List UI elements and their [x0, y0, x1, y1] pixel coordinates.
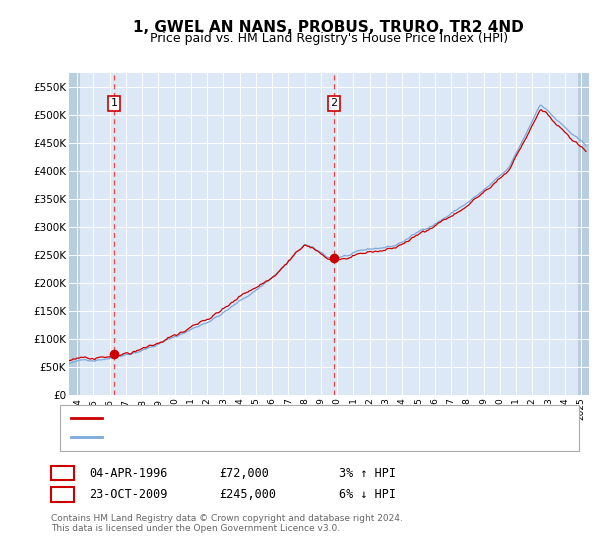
Text: Price paid vs. HM Land Registry's House Price Index (HPI): Price paid vs. HM Land Registry's House … [150, 32, 508, 45]
Text: 1, GWEL AN NANS, PROBUS, TRURO, TR2 4ND (detached house): 1, GWEL AN NANS, PROBUS, TRURO, TR2 4ND … [105, 413, 439, 423]
Text: 23-OCT-2009: 23-OCT-2009 [89, 488, 167, 501]
Text: HPI: Average price, detached house, Cornwall: HPI: Average price, detached house, Corn… [105, 432, 343, 442]
Text: Contains HM Land Registry data © Crown copyright and database right 2024.
This d: Contains HM Land Registry data © Crown c… [51, 514, 403, 533]
Bar [69, 73, 80, 395]
Text: 6% ↓ HPI: 6% ↓ HPI [339, 488, 396, 501]
Text: 2: 2 [331, 99, 338, 109]
Text: 2: 2 [59, 488, 66, 501]
Text: 3% ↑ HPI: 3% ↑ HPI [339, 466, 396, 480]
Text: £72,000: £72,000 [219, 466, 269, 480]
Text: 04-APR-1996: 04-APR-1996 [89, 466, 167, 480]
Point [329, 253, 339, 262]
Text: 1: 1 [110, 99, 118, 109]
Text: 1, GWEL AN NANS, PROBUS, TRURO, TR2 4ND: 1, GWEL AN NANS, PROBUS, TRURO, TR2 4ND [133, 20, 524, 35]
Text: £245,000: £245,000 [219, 488, 276, 501]
Point [109, 350, 119, 359]
Bar [578, 73, 589, 395]
Text: 1: 1 [59, 466, 66, 480]
